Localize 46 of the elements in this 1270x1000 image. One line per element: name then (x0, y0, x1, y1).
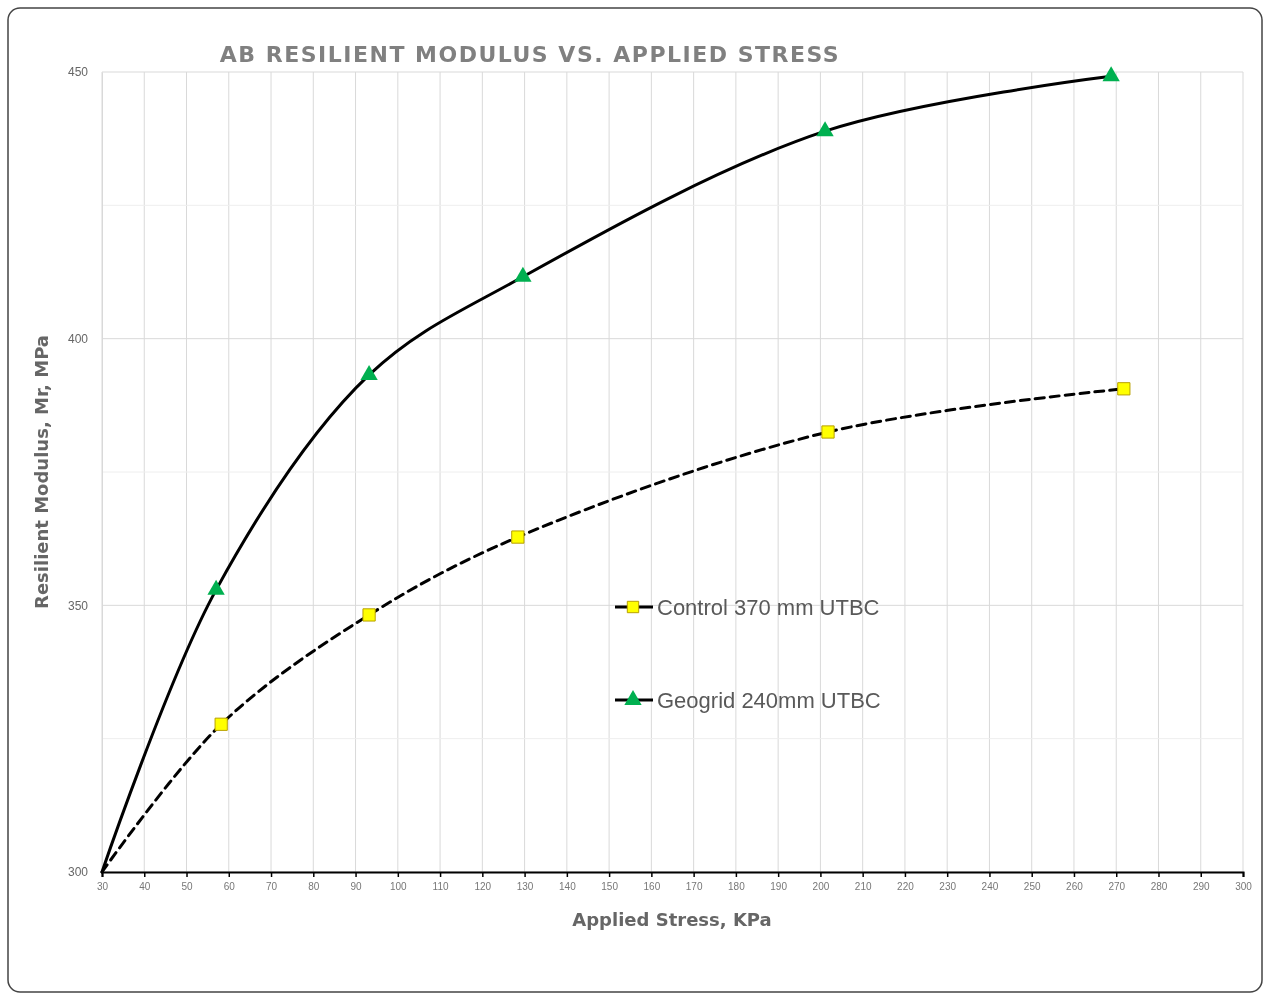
point (214, 717, 228, 731)
point (511, 530, 525, 544)
x-tick-label: 180 (728, 881, 746, 893)
x-tick-label: 40 (139, 881, 151, 893)
point (362, 608, 376, 622)
x-tick-label: 250 (1023, 881, 1041, 893)
y-tick-label: 400 (67, 332, 89, 347)
x-tick-label: 110 (432, 881, 449, 893)
x-tick-label: 30 (96, 881, 109, 893)
x-tick-label: 190 (770, 881, 788, 893)
x-tick-label: 150 (601, 881, 619, 893)
y-tick-label: 350 (67, 598, 89, 613)
x-tick-label: 130 (516, 881, 534, 893)
x-axis-title: Applied Stress, KPa (572, 909, 772, 930)
y-axis-title: Resilient Modulus, Mr, MPa (31, 335, 52, 609)
point (360, 364, 378, 380)
x-tick-label: 80 (308, 881, 320, 893)
x-tick-label: 140 (559, 881, 577, 893)
point (821, 425, 835, 439)
point (1102, 66, 1120, 82)
x-tick-label: 220 (897, 881, 915, 893)
x-tick-label: 100 (389, 881, 408, 893)
x-tick-label: 160 (643, 881, 661, 893)
x-tick-label: 170 (685, 881, 703, 893)
x-tick-label: 60 (223, 881, 236, 893)
x-tick-label: 120 (474, 881, 492, 893)
x-tick-label: 70 (265, 881, 278, 893)
x-tick-label: 270 (1108, 881, 1126, 893)
x-tick-label: 290 (1192, 881, 1211, 893)
x-tick-label: 210 (854, 881, 872, 893)
y-tick-label: 300 (67, 865, 89, 880)
chart-title: AB RESILIENT MODULUS VS. APPLIED STRESS (219, 42, 841, 67)
x-tick-label: 200 (812, 881, 830, 893)
x-tick-label: 50 (181, 881, 194, 893)
x-tick-label: 90 (350, 881, 363, 893)
x-tick-label: 260 (1066, 881, 1084, 893)
point (514, 266, 532, 282)
point (1117, 382, 1131, 396)
x-tick-label: 300 (1235, 881, 1253, 893)
y-tick-label: 450 (67, 65, 89, 80)
legend-label: Geogrid 240mm UTBC (657, 688, 881, 713)
x-tick-label: 240 (981, 881, 999, 893)
legend-label: Control 370 mm UTBC (657, 595, 880, 620)
x-tick-label: 280 (1150, 881, 1168, 893)
x-tick-label: 230 (939, 881, 957, 893)
point (816, 121, 834, 137)
